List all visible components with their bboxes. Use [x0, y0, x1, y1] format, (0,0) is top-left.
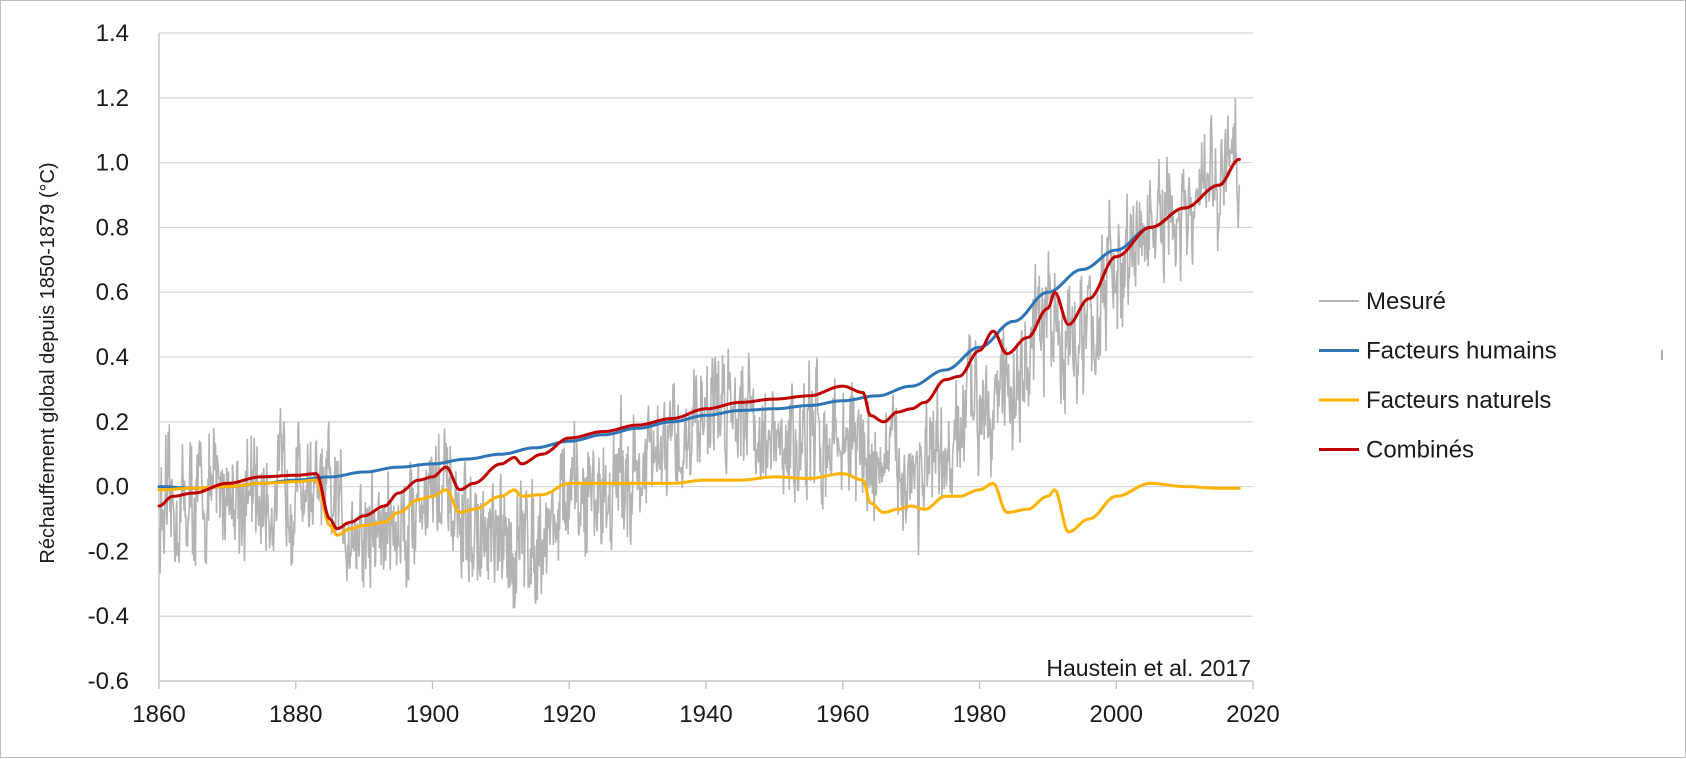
y-tick-label: -0.6: [88, 668, 129, 695]
legend-label: Facteurs humains: [1366, 338, 1557, 365]
x-tick-label: 1980: [953, 701, 1006, 728]
series-line-mesure: [158, 97, 1241, 609]
legend-label: Facteurs naturels: [1366, 387, 1551, 414]
legend-label: Mesuré: [1366, 288, 1446, 315]
y-tick-label: -0.4: [88, 603, 129, 630]
y-tick-label: 1.4: [96, 20, 129, 47]
series-line-combines: [157, 157, 1241, 531]
x-tick-label: 1940: [679, 701, 732, 728]
y-axis-label: Réchauffement global depuis 1850-1879 (°…: [37, 162, 59, 563]
grid-lines: [159, 32, 1253, 617]
x-tick-label: 2000: [1090, 701, 1143, 728]
x-tick-label: 1920: [543, 701, 596, 728]
y-tick-label: 0.8: [96, 214, 129, 241]
legend: Mesuré Facteurs humains Facteurs naturels C…: [1319, 288, 1557, 464]
x-tick-label: 2020: [1226, 701, 1279, 728]
y-tick-label: 0.0: [96, 474, 129, 501]
y-tick-label: 0.6: [96, 279, 129, 306]
axes: [158, 33, 1254, 689]
source-annotation: Haustein et al. 2017: [1046, 655, 1251, 681]
series-layer: [157, 97, 1241, 609]
legend-label: Combinés: [1366, 437, 1474, 464]
x-tick-label: 1880: [269, 701, 322, 728]
x-tick-label: 1960: [816, 701, 869, 728]
x-tick-labels: 1860 1880 1900 1920 1940 1960 1980 2000 2020: [132, 701, 1279, 728]
y-tick-label: 1.0: [96, 150, 129, 177]
y-tick-label: -0.2: [88, 538, 129, 565]
x-tick-label: 1900: [406, 701, 459, 728]
y-tick-label: 0.4: [96, 344, 129, 371]
series-line-facteurs-humains: [157, 157, 1241, 490]
x-tick-label: 1860: [132, 701, 185, 728]
series-line-facteurs-naturels: [157, 472, 1241, 537]
y-tick-label: 0.2: [96, 409, 129, 436]
y-tick-label: 1.2: [96, 85, 129, 112]
y-tick-labels: -0.6 -0.4 -0.2 0.0 0.2 0.4 0.6 0.8 1.0 1.2 1.4: [88, 20, 129, 695]
